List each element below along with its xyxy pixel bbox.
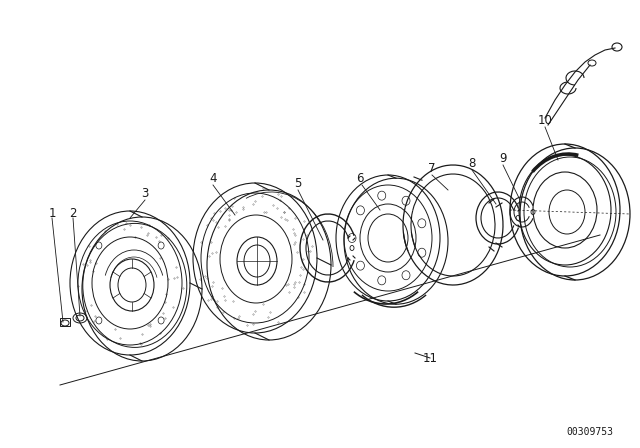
Text: 00309753: 00309753 xyxy=(566,427,614,437)
Bar xyxy=(60,318,70,326)
Text: 6: 6 xyxy=(356,172,364,185)
Text: 2: 2 xyxy=(69,207,77,220)
Text: 1: 1 xyxy=(48,207,56,220)
Text: 5: 5 xyxy=(294,177,301,190)
Text: 8: 8 xyxy=(468,156,476,169)
Text: 11: 11 xyxy=(422,352,438,365)
Text: 7: 7 xyxy=(428,161,436,175)
Text: 10: 10 xyxy=(538,113,552,126)
Text: 4: 4 xyxy=(209,172,217,185)
Text: 3: 3 xyxy=(141,186,148,199)
Text: 9: 9 xyxy=(499,151,507,164)
